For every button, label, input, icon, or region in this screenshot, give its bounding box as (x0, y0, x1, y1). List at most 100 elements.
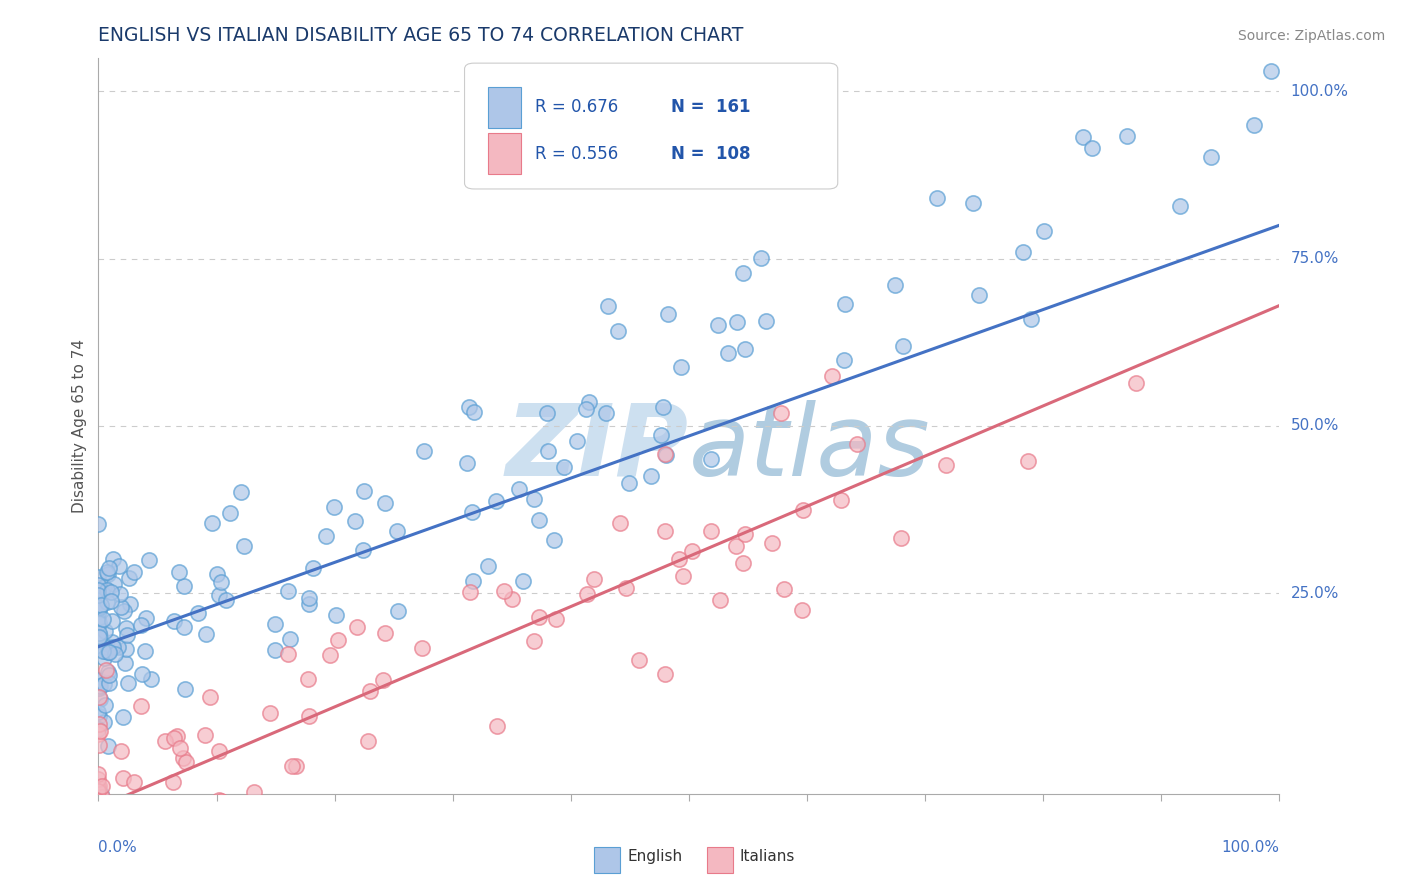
Text: atlas: atlas (689, 400, 931, 497)
Point (214, 593, 236, 607)
Point (834, 297, 856, 311)
Point (1019, 311, 1042, 326)
Point (731, 556, 754, 570)
Point (1260, 64, 1282, 78)
Point (508, 482, 530, 496)
Point (100, 584, 122, 599)
Point (115, 642, 138, 657)
Point (387, 524, 409, 538)
Point (485, 493, 508, 508)
Point (280, 759, 302, 773)
Point (709, 593, 731, 607)
Point (91, 582, 114, 597)
Point (89, 629, 111, 643)
Point (890, 531, 912, 545)
Point (94, 644, 117, 658)
Point (134, 644, 156, 658)
Point (1080, 141, 1102, 155)
Point (536, 406, 558, 420)
Text: 25.0%: 25.0% (1291, 586, 1339, 600)
Point (89, 679, 111, 693)
Point (89, 807, 111, 821)
Point (93, 643, 115, 657)
Point (319, 648, 342, 663)
Point (93, 650, 115, 665)
Point (209, 794, 232, 808)
Point (129, 618, 152, 632)
Point (461, 574, 484, 588)
Point (575, 401, 598, 416)
Point (100, 807, 122, 821)
Point (101, 634, 124, 648)
Point (219, 506, 242, 520)
Point (1168, 199, 1191, 213)
Point (118, 597, 141, 611)
Text: ZIP: ZIP (506, 400, 689, 497)
Text: N =  161: N = 161 (671, 98, 751, 116)
Point (527, 609, 550, 624)
Point (761, 536, 783, 550)
Point (1012, 245, 1035, 260)
Point (110, 743, 132, 757)
Point (97, 807, 120, 821)
Point (139, 672, 162, 686)
Point (537, 443, 560, 458)
Point (173, 579, 195, 593)
Point (477, 558, 499, 573)
Point (820, 369, 842, 384)
Point (967, 287, 990, 301)
Point (486, 719, 509, 733)
Point (343, 515, 366, 529)
Point (96, 582, 118, 597)
Y-axis label: Disability Age 65 to 74: Disability Age 65 to 74 (72, 339, 87, 513)
Point (87, 807, 110, 821)
Point (458, 585, 481, 599)
Point (173, 620, 195, 634)
Point (87, 600, 110, 615)
Point (90, 787, 112, 801)
Point (87, 807, 110, 821)
Point (387, 604, 409, 618)
Point (87, 616, 110, 631)
Point (129, 699, 152, 714)
Point (323, 500, 346, 514)
Point (412, 444, 434, 458)
Point (87, 570, 110, 584)
Point (461, 505, 484, 519)
Point (200, 516, 222, 530)
Point (107, 559, 129, 574)
Point (118, 571, 141, 585)
Point (124, 774, 146, 789)
Point (1116, 128, 1139, 143)
Point (302, 561, 325, 575)
Point (87, 709, 110, 723)
Point (668, 551, 690, 566)
Point (657, 307, 679, 321)
Point (315, 529, 337, 543)
Text: ENGLISH VS ITALIAN DISABILITY AGE 65 TO 74 CORRELATION CHART: ENGLISH VS ITALIAN DISABILITY AGE 65 TO … (98, 26, 744, 45)
Point (87, 727, 110, 741)
Point (232, 539, 254, 553)
Point (96, 595, 118, 609)
Point (734, 342, 756, 356)
Point (87, 807, 110, 821)
Point (353, 484, 375, 499)
Point (91, 789, 114, 804)
Point (891, 339, 914, 353)
Point (297, 672, 319, 686)
Point (845, 437, 868, 451)
Point (523, 492, 546, 507)
Point (96, 565, 118, 579)
Point (100, 594, 122, 608)
Point (596, 299, 619, 313)
Point (724, 539, 747, 553)
Point (87, 739, 110, 753)
Point (96, 663, 118, 677)
Point (87, 605, 110, 619)
Point (326, 633, 349, 648)
Bar (595, 847, 620, 872)
Point (595, 406, 617, 420)
Point (174, 756, 197, 770)
Point (1017, 454, 1039, 468)
Point (501, 592, 523, 607)
